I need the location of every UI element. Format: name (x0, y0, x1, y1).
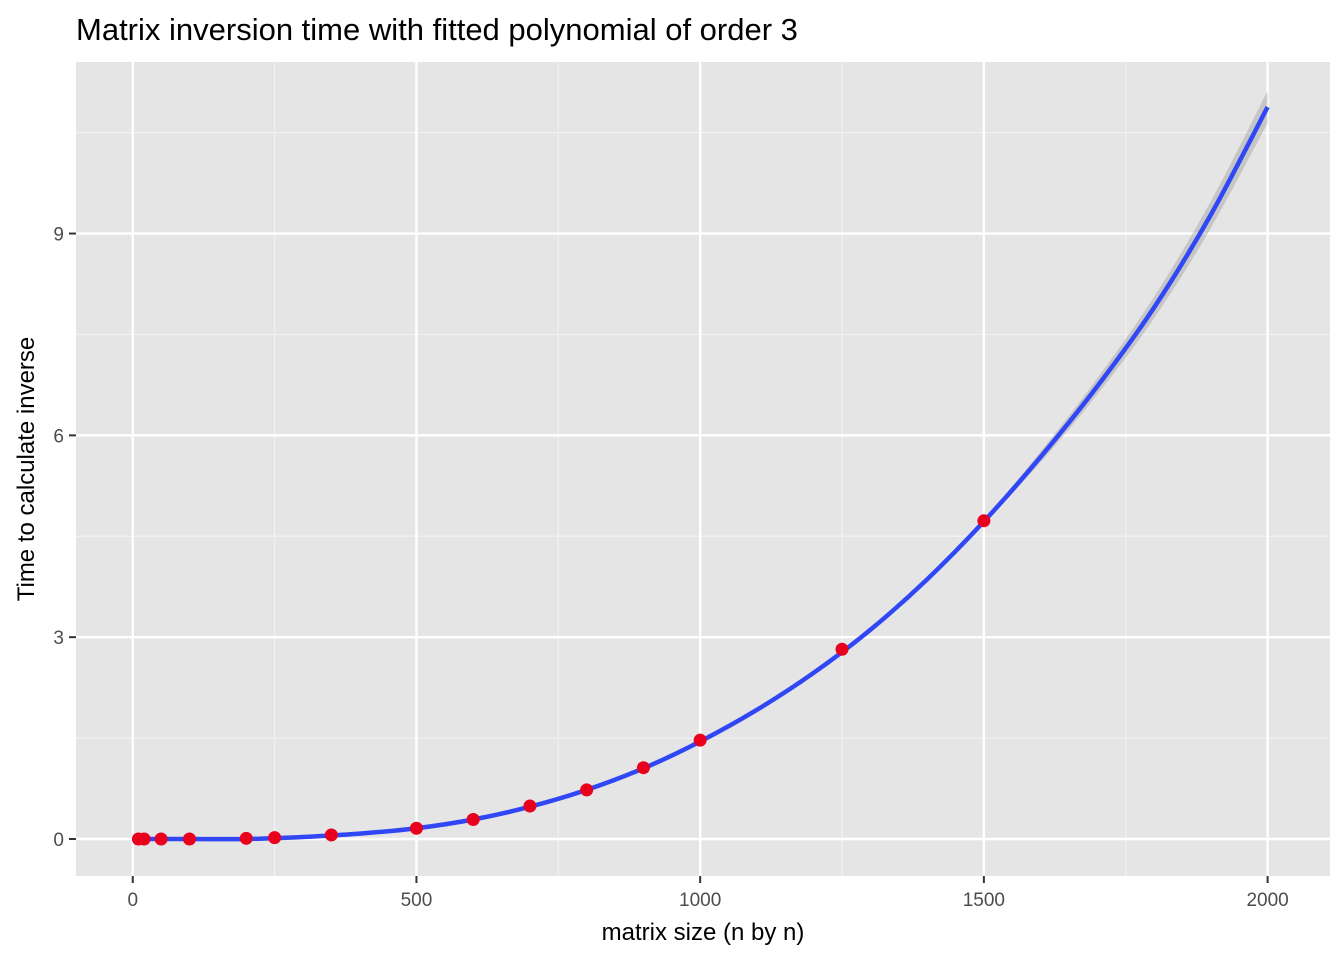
y-tick-label: 9 (53, 225, 64, 246)
x-axis: 0 500 1000 1500 2000 (127, 876, 1289, 911)
x-tick-label: 0 (127, 890, 138, 911)
data-point (324, 828, 338, 842)
data-point (409, 821, 423, 835)
data-points-layer (131, 514, 991, 846)
data-point (977, 514, 991, 528)
data-point (693, 733, 707, 747)
x-tick-label: 1000 (679, 890, 721, 911)
data-point (154, 832, 168, 846)
y-axis-label: Time to calculate inverse (13, 337, 40, 602)
y-tick-label: 0 (53, 830, 64, 851)
x-tick-label: 500 (401, 890, 433, 911)
x-tick-label: 1500 (963, 890, 1005, 911)
data-point (182, 832, 196, 846)
data-point (636, 761, 650, 775)
y-tick-label: 6 (53, 426, 64, 447)
data-point (523, 799, 537, 813)
data-point (580, 783, 594, 797)
fit-line-layer (138, 106, 1270, 842)
plot-panel (76, 62, 1330, 876)
y-tick-label: 3 (53, 628, 64, 649)
chart-title: Matrix inversion time with fitted polyno… (76, 12, 798, 47)
x-tick-label: 2000 (1246, 890, 1288, 911)
data-point (137, 832, 151, 846)
data-point (835, 642, 849, 656)
data-point (268, 831, 282, 845)
y-axis: 0 3 6 9 (53, 225, 76, 851)
fit-line (138, 106, 1270, 842)
data-point (239, 831, 253, 845)
x-axis-label: matrix size (n by n) (602, 919, 805, 946)
data-point (466, 812, 480, 826)
